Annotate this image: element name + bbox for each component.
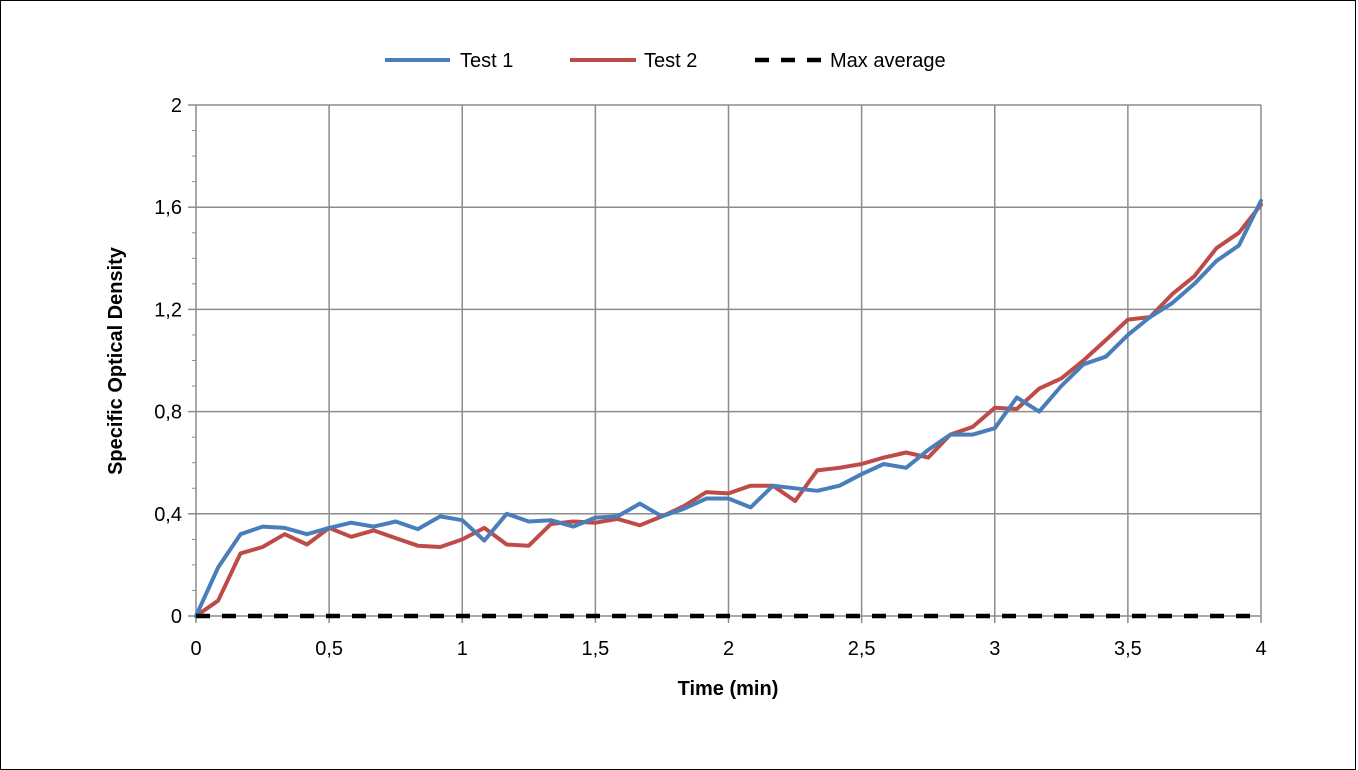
grid-lines: [196, 104, 1262, 616]
axes: [188, 104, 1262, 623]
y-axis-title: Specific Optical Density: [105, 246, 127, 475]
series-line-test-1: [194, 198, 1263, 618]
x-tick-label: 2,5: [848, 638, 876, 660]
legend-label-max-average: Max average: [830, 50, 946, 72]
x-tick-label: 4: [1255, 638, 1266, 660]
series-line-test-2: [194, 202, 1263, 618]
x-tick-label: 3,5: [1114, 638, 1142, 660]
tick-labels: 0 0,4 0,8 1,2 1,6 2 0 0,5 1 1,5 2 2,5 3 3,5 4: [154, 95, 1266, 660]
series-lines: [194, 198, 1263, 619]
legend-label-test-2: Test 2: [644, 50, 697, 72]
y-tick-label: 1,6: [154, 197, 182, 219]
x-tick-label: 0: [190, 638, 201, 660]
legend: Test 1 Test 2 Max average: [385, 50, 946, 72]
x-axis-title: Time (min): [678, 678, 779, 700]
x-tick-label: 1,5: [581, 638, 609, 660]
x-tick-label: 0,5: [315, 638, 343, 660]
x-tick-label: 1: [457, 638, 468, 660]
y-tick-label: 2: [171, 95, 182, 117]
y-tick-label: 1,2: [154, 299, 182, 321]
y-tick-label: 0,8: [154, 402, 182, 424]
y-tick-label: 0,4: [154, 504, 182, 526]
y-tick-label: 0: [171, 606, 182, 628]
x-tick-label: 3: [989, 638, 1000, 660]
x-tick-label: 2: [723, 638, 734, 660]
legend-label-test-1: Test 1: [460, 50, 513, 72]
